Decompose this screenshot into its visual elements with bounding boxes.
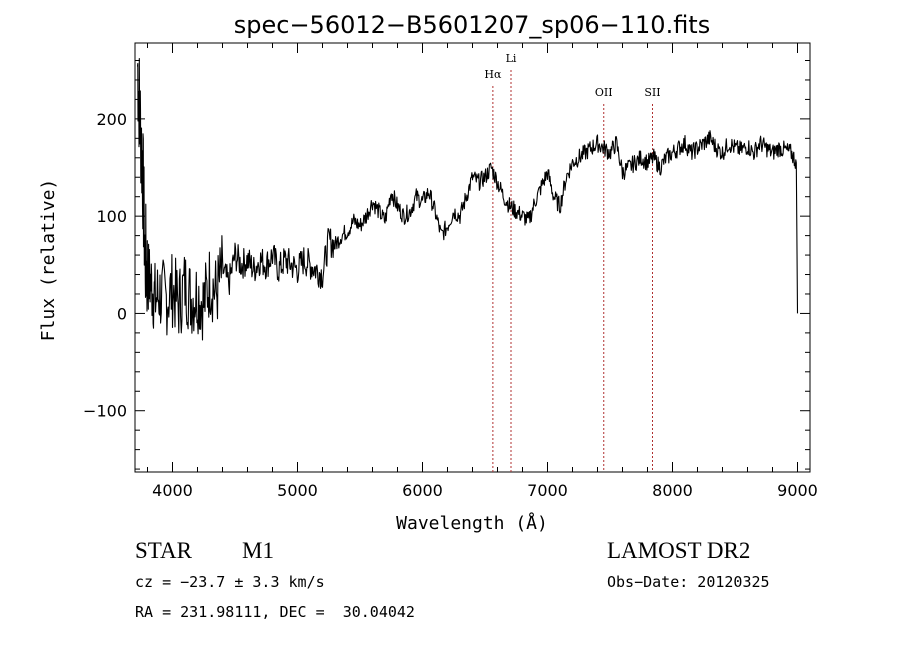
y-tick-label: 0 bbox=[117, 304, 127, 323]
object-subclass: M1 bbox=[242, 538, 274, 563]
x-tick-label: 9000 bbox=[777, 481, 818, 500]
line-marker-label: SII bbox=[644, 86, 660, 99]
x-axis-label: Wavelength (Å) bbox=[396, 512, 548, 534]
line-markers: Hα Li OII SII bbox=[484, 52, 661, 472]
redshift-velocity: cz = −23.7 ± 3.3 km/s bbox=[135, 573, 325, 591]
x-tick-label: 8000 bbox=[652, 481, 693, 500]
line-marker-label: Li bbox=[506, 52, 517, 65]
x-tick-label: 7000 bbox=[527, 481, 568, 500]
survey-name: LAMOST DR2 bbox=[607, 538, 751, 563]
x-tick-label: 4000 bbox=[152, 481, 193, 500]
axis-ticks: 4000 5000 6000 7000 8000 9000 −100 0 100 200 bbox=[83, 43, 818, 500]
y-tick-label: 100 bbox=[96, 207, 127, 226]
chart-title: spec−56012−B5601207_sp06−110.fits bbox=[234, 11, 710, 39]
x-tick-label: 6000 bbox=[402, 481, 443, 500]
spectrum-plot: spec−56012−B5601207_sp06−110.fits 4000 50… bbox=[38, 11, 818, 534]
observation-date: Obs−Date: 20120325 bbox=[607, 573, 770, 591]
sky-coordinates: RA = 231.98111, DEC = 30.04042 bbox=[135, 603, 415, 621]
y-tick-label: 200 bbox=[96, 110, 127, 129]
line-marker-label: OII bbox=[595, 86, 613, 99]
line-marker-label: Hα bbox=[484, 68, 502, 81]
y-axis-label: Flux (relative) bbox=[38, 179, 59, 342]
y-tick-label: −100 bbox=[83, 402, 127, 421]
x-tick-label: 5000 bbox=[277, 481, 318, 500]
spectrum-line bbox=[136, 58, 799, 341]
object-class: STAR bbox=[135, 538, 192, 563]
